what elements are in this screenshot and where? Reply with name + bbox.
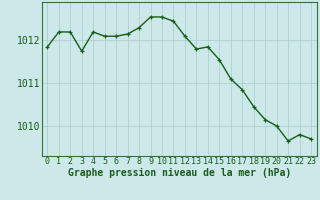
X-axis label: Graphe pression niveau de la mer (hPa): Graphe pression niveau de la mer (hPa) <box>68 168 291 178</box>
